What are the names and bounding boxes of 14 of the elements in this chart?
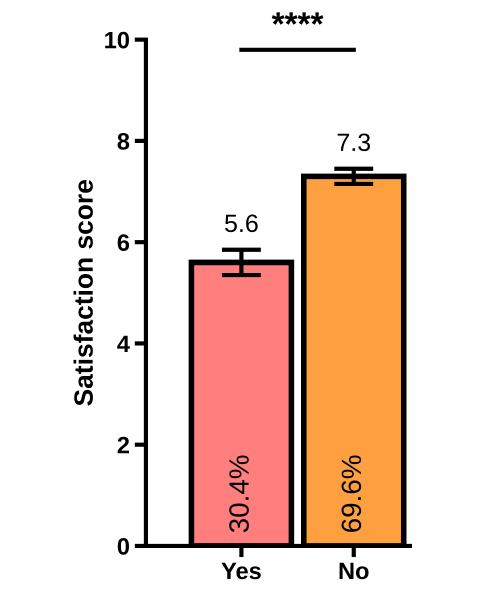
annotation: 30.4% [229,456,249,532]
x-tick-label: Yes [221,562,261,580]
y-tick-label: 10 [105,32,129,48]
y-tick-label: 8 [118,132,130,150]
data-label: 7.3 [338,133,370,152]
y-tick-label: 0 [118,538,129,555]
data-label: 5.6 [225,214,258,232]
text: **** [272,12,324,25]
y-tick-label: 2 [118,436,130,454]
y-tick-label: 4 [117,336,130,352]
annotation: 69.6% [342,456,362,532]
x-tick-label: No [340,562,369,580]
y-axis-title: Satisfaction score [74,180,93,406]
y-tick-label: 6 [118,234,130,251]
